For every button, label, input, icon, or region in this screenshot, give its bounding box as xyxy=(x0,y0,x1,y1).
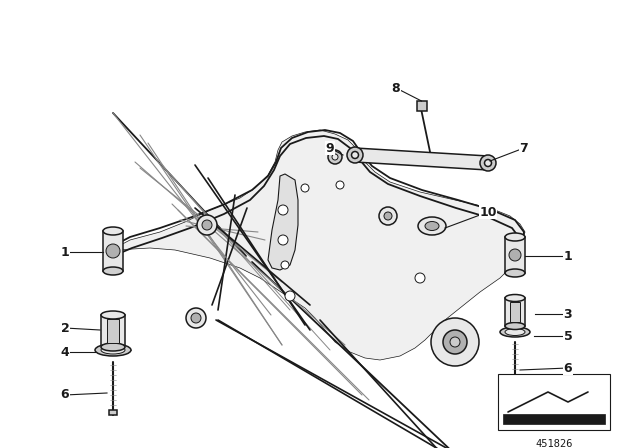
Text: 451826: 451826 xyxy=(535,439,573,448)
Bar xyxy=(503,414,605,424)
Text: 9: 9 xyxy=(326,142,334,155)
Bar xyxy=(101,315,125,347)
Text: 1: 1 xyxy=(564,250,572,263)
Ellipse shape xyxy=(505,294,525,302)
Circle shape xyxy=(509,249,521,261)
Bar xyxy=(109,410,117,415)
Text: 1: 1 xyxy=(61,246,69,258)
Ellipse shape xyxy=(480,155,496,171)
Circle shape xyxy=(186,308,206,328)
Text: 2: 2 xyxy=(61,322,69,335)
Circle shape xyxy=(384,212,392,220)
Circle shape xyxy=(450,337,460,347)
Text: 3: 3 xyxy=(564,307,572,320)
Ellipse shape xyxy=(351,151,358,159)
Bar xyxy=(103,231,123,271)
Ellipse shape xyxy=(505,269,525,277)
Ellipse shape xyxy=(95,344,131,356)
Text: 6: 6 xyxy=(564,362,572,375)
Bar xyxy=(512,386,518,390)
Circle shape xyxy=(191,313,201,323)
Circle shape xyxy=(336,181,344,189)
Ellipse shape xyxy=(103,227,123,235)
Ellipse shape xyxy=(101,343,125,351)
Circle shape xyxy=(106,244,120,258)
Circle shape xyxy=(328,150,342,164)
Ellipse shape xyxy=(505,328,525,336)
Bar xyxy=(505,298,525,326)
Circle shape xyxy=(379,207,397,225)
Bar xyxy=(505,237,525,273)
Ellipse shape xyxy=(484,159,492,167)
Text: 8: 8 xyxy=(392,82,400,95)
Circle shape xyxy=(281,261,289,269)
Ellipse shape xyxy=(101,346,125,354)
Polygon shape xyxy=(115,130,525,360)
Ellipse shape xyxy=(505,323,525,329)
Polygon shape xyxy=(355,148,488,170)
Circle shape xyxy=(301,184,309,192)
Circle shape xyxy=(443,330,467,354)
Ellipse shape xyxy=(101,311,125,319)
Ellipse shape xyxy=(418,217,446,235)
Ellipse shape xyxy=(103,267,123,275)
Bar xyxy=(498,374,610,430)
Circle shape xyxy=(285,291,295,301)
Bar xyxy=(510,302,520,322)
Text: 10: 10 xyxy=(479,206,497,219)
Bar xyxy=(107,319,119,343)
Ellipse shape xyxy=(347,147,363,163)
Text: 6: 6 xyxy=(61,388,69,401)
Polygon shape xyxy=(268,174,298,270)
Circle shape xyxy=(278,235,288,245)
Text: 4: 4 xyxy=(61,345,69,358)
Bar xyxy=(417,101,426,111)
Ellipse shape xyxy=(500,327,530,337)
Circle shape xyxy=(415,273,425,283)
Ellipse shape xyxy=(505,233,525,241)
Circle shape xyxy=(332,154,338,160)
Ellipse shape xyxy=(425,221,439,231)
Text: 5: 5 xyxy=(564,329,572,343)
Circle shape xyxy=(278,205,288,215)
Circle shape xyxy=(202,220,212,230)
Text: 7: 7 xyxy=(520,142,529,155)
Circle shape xyxy=(431,318,479,366)
Circle shape xyxy=(197,215,217,235)
